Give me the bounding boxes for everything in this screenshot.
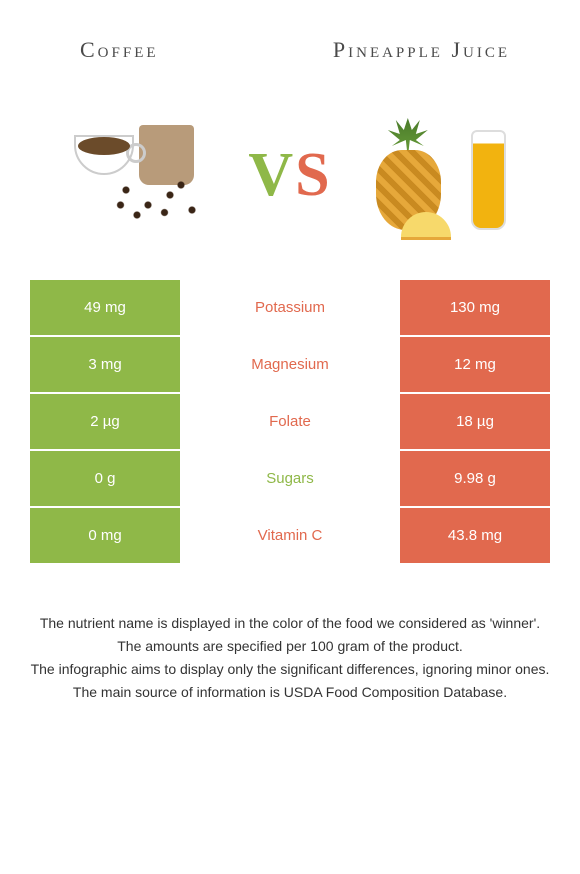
title-left: Coffee <box>60 37 295 63</box>
left-value-cell: 0 g <box>30 451 180 506</box>
table-row: 2 µgFolate18 µg <box>30 394 550 449</box>
footer-notes: The nutrient name is displayed in the co… <box>0 613 580 703</box>
title-right: Pineapple Juice <box>295 37 520 63</box>
nutrient-name-cell: Vitamin C <box>180 508 400 563</box>
table-row: 49 mgPotassium130 mg <box>30 280 550 335</box>
footer-line: The infographic aims to display only the… <box>20 659 560 680</box>
pineapple-juice-icon <box>366 110 516 240</box>
right-value-cell: 130 mg <box>400 280 550 335</box>
left-value-cell: 0 mg <box>30 508 180 563</box>
images-row: VS <box>0 90 580 270</box>
left-value-cell: 3 mg <box>30 337 180 392</box>
right-value-cell: 9.98 g <box>400 451 550 506</box>
left-value-cell: 2 µg <box>30 394 180 449</box>
nutrient-name-cell: Magnesium <box>180 337 400 392</box>
table-row: 0 gSugars9.98 g <box>30 451 550 506</box>
vs-s: S <box>295 140 331 211</box>
nutrient-name-cell: Folate <box>180 394 400 449</box>
left-image <box>30 125 248 225</box>
nutrient-name-cell: Sugars <box>180 451 400 506</box>
comparison-table: 49 mgPotassium130 mg3 mgMagnesium12 mg2 … <box>30 280 550 563</box>
coffee-icon <box>64 125 214 225</box>
footer-line: The amounts are specified per 100 gram o… <box>20 636 560 657</box>
footer-line: The nutrient name is displayed in the co… <box>20 613 560 634</box>
left-value-cell: 49 mg <box>30 280 180 335</box>
right-value-cell: 43.8 mg <box>400 508 550 563</box>
header: Coffee Pineapple Juice <box>0 0 580 90</box>
right-image <box>332 110 550 240</box>
footer-line: The main source of information is USDA F… <box>20 682 560 703</box>
nutrient-name-cell: Potassium <box>180 280 400 335</box>
vs-v: V <box>248 140 295 211</box>
vs-label: VS <box>248 140 331 211</box>
right-value-cell: 18 µg <box>400 394 550 449</box>
table-row: 0 mgVitamin C43.8 mg <box>30 508 550 563</box>
right-value-cell: 12 mg <box>400 337 550 392</box>
table-row: 3 mgMagnesium12 mg <box>30 337 550 392</box>
